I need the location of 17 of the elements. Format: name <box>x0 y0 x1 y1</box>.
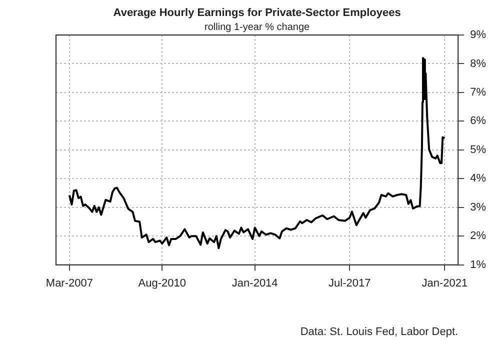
chart-subtitle: rolling 1-year % change <box>204 22 310 33</box>
x-tick-label: Jul-2017 <box>328 277 371 290</box>
x-tick-label: Mar-2007 <box>46 277 93 290</box>
text: Data: St. Louis Fed, Labor Dept. <box>300 326 458 338</box>
y-tick-label: 9% <box>470 29 486 42</box>
y-tick-label: 4% <box>470 172 486 185</box>
x-tick-label: Aug-2010 <box>138 277 186 290</box>
y-tick-label: 6% <box>470 115 486 128</box>
y-tick-label: 3% <box>470 201 486 214</box>
y-tick-label: 5% <box>470 144 486 156</box>
x-tick-label: Jan-2021 <box>422 277 468 290</box>
x-tick-label: Jan-2014 <box>232 277 278 290</box>
y-tick-label: 7% <box>470 86 486 98</box>
y-tick-label: 8% <box>470 58 486 70</box>
chart-title: Average Hourly Earnings for Private-Sector Employees <box>113 7 401 19</box>
y-tick-label: 2% <box>470 230 486 242</box>
y-tick-label: 1% <box>470 258 486 271</box>
